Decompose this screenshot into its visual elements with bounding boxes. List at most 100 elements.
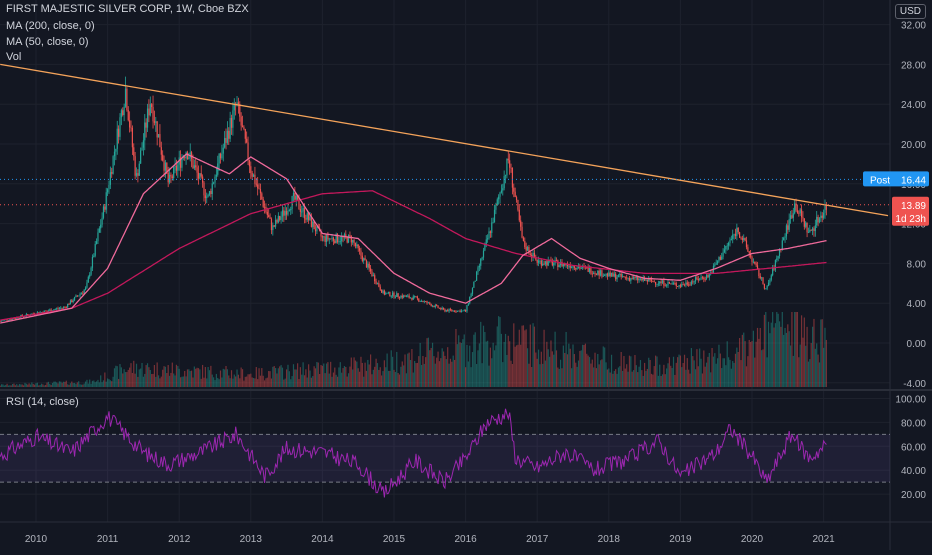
volume-bar [207,366,209,387]
volume-bar [6,383,8,387]
candle-body [56,308,58,310]
volume-bar [174,375,176,387]
volume-bar [268,371,270,387]
volume-bar [197,368,200,387]
candle-body [747,247,749,252]
volume-bar [560,359,562,387]
candle-body [57,308,59,310]
volume-bar [476,363,478,387]
candle-body [97,232,99,242]
volume-bar [5,384,7,387]
candle-body [604,275,606,276]
candle-body [334,240,336,244]
candle-body [86,282,88,288]
candle-body [511,167,514,188]
volume-bar [386,353,388,387]
candle-body [653,281,655,283]
candle-body [336,234,339,243]
candle-body [202,176,204,183]
candle-body [544,261,547,265]
volume-bar [637,372,639,387]
candle-body [478,265,480,268]
volume-bar [481,363,483,387]
candle-body [353,239,355,243]
candle-body [405,295,407,297]
candle-body [537,260,540,263]
volume-bar [582,344,584,387]
candle-body [579,266,581,269]
candle-body [569,265,571,268]
volume-bar [224,369,226,387]
volume-bar [535,352,537,387]
volume-bar [118,378,120,387]
candle-body [635,276,637,278]
volume-bar [233,374,235,387]
volume-bar [511,363,514,387]
candle-body [224,137,226,148]
candle-body [298,199,300,210]
candle-body [623,275,625,277]
volume-bar [313,366,315,387]
candle-body [741,238,743,240]
candle-body [803,218,805,227]
price-tick-label: 32.00 [901,21,926,32]
candle-body [818,218,821,223]
volume-bar [604,347,606,387]
volume-bar [262,375,264,387]
candle-body [517,199,519,210]
volume-bar [134,373,136,387]
volume-bar [325,363,328,387]
volume-bar [363,376,365,387]
candle-body [547,260,549,266]
volume-bar [141,362,143,387]
candle-body [594,272,596,274]
volume-bar [397,372,399,387]
volume-bar [653,366,655,387]
candle-body [105,192,107,210]
volume-bar [455,328,457,387]
volume-bar [518,329,520,387]
volume-bar [39,384,41,387]
volume-bar [460,343,463,387]
candle-body [49,309,51,311]
candle-body [303,208,306,219]
currency-badge[interactable]: USD [894,4,926,19]
volume-bar [431,342,434,387]
volume-bar [755,341,757,387]
candle-body [122,110,124,116]
volume-bar [723,358,726,387]
candle-body [151,104,153,108]
candle-body [616,277,618,280]
volume-bar [95,381,98,387]
candle-body [84,287,87,290]
volume-bar [469,345,471,387]
volume-bar [543,329,545,387]
volume-bar [353,357,355,387]
volume-bar [564,352,566,387]
volume-bar [236,369,238,387]
candle-body [196,167,198,173]
candle-body [378,282,380,287]
volume-bar [548,356,551,387]
volume-bar [392,356,394,387]
volume-bar [230,370,233,387]
candle-body [133,147,135,157]
candle-body [708,274,710,278]
volume-bar [112,376,114,387]
volume-bar [76,382,78,387]
volume-bar [25,383,27,387]
volume-bar [657,375,659,387]
candle-body [444,309,446,312]
volume-bar [277,368,279,387]
volume-bar [825,339,827,387]
volume-bar [692,356,694,387]
volume-bar [747,356,749,387]
volume-bar [482,325,485,387]
volume-bar [405,373,407,387]
volume-bar [678,354,680,387]
volume-bar [113,368,116,387]
volume-bar [51,382,54,387]
candle-body [164,162,167,171]
